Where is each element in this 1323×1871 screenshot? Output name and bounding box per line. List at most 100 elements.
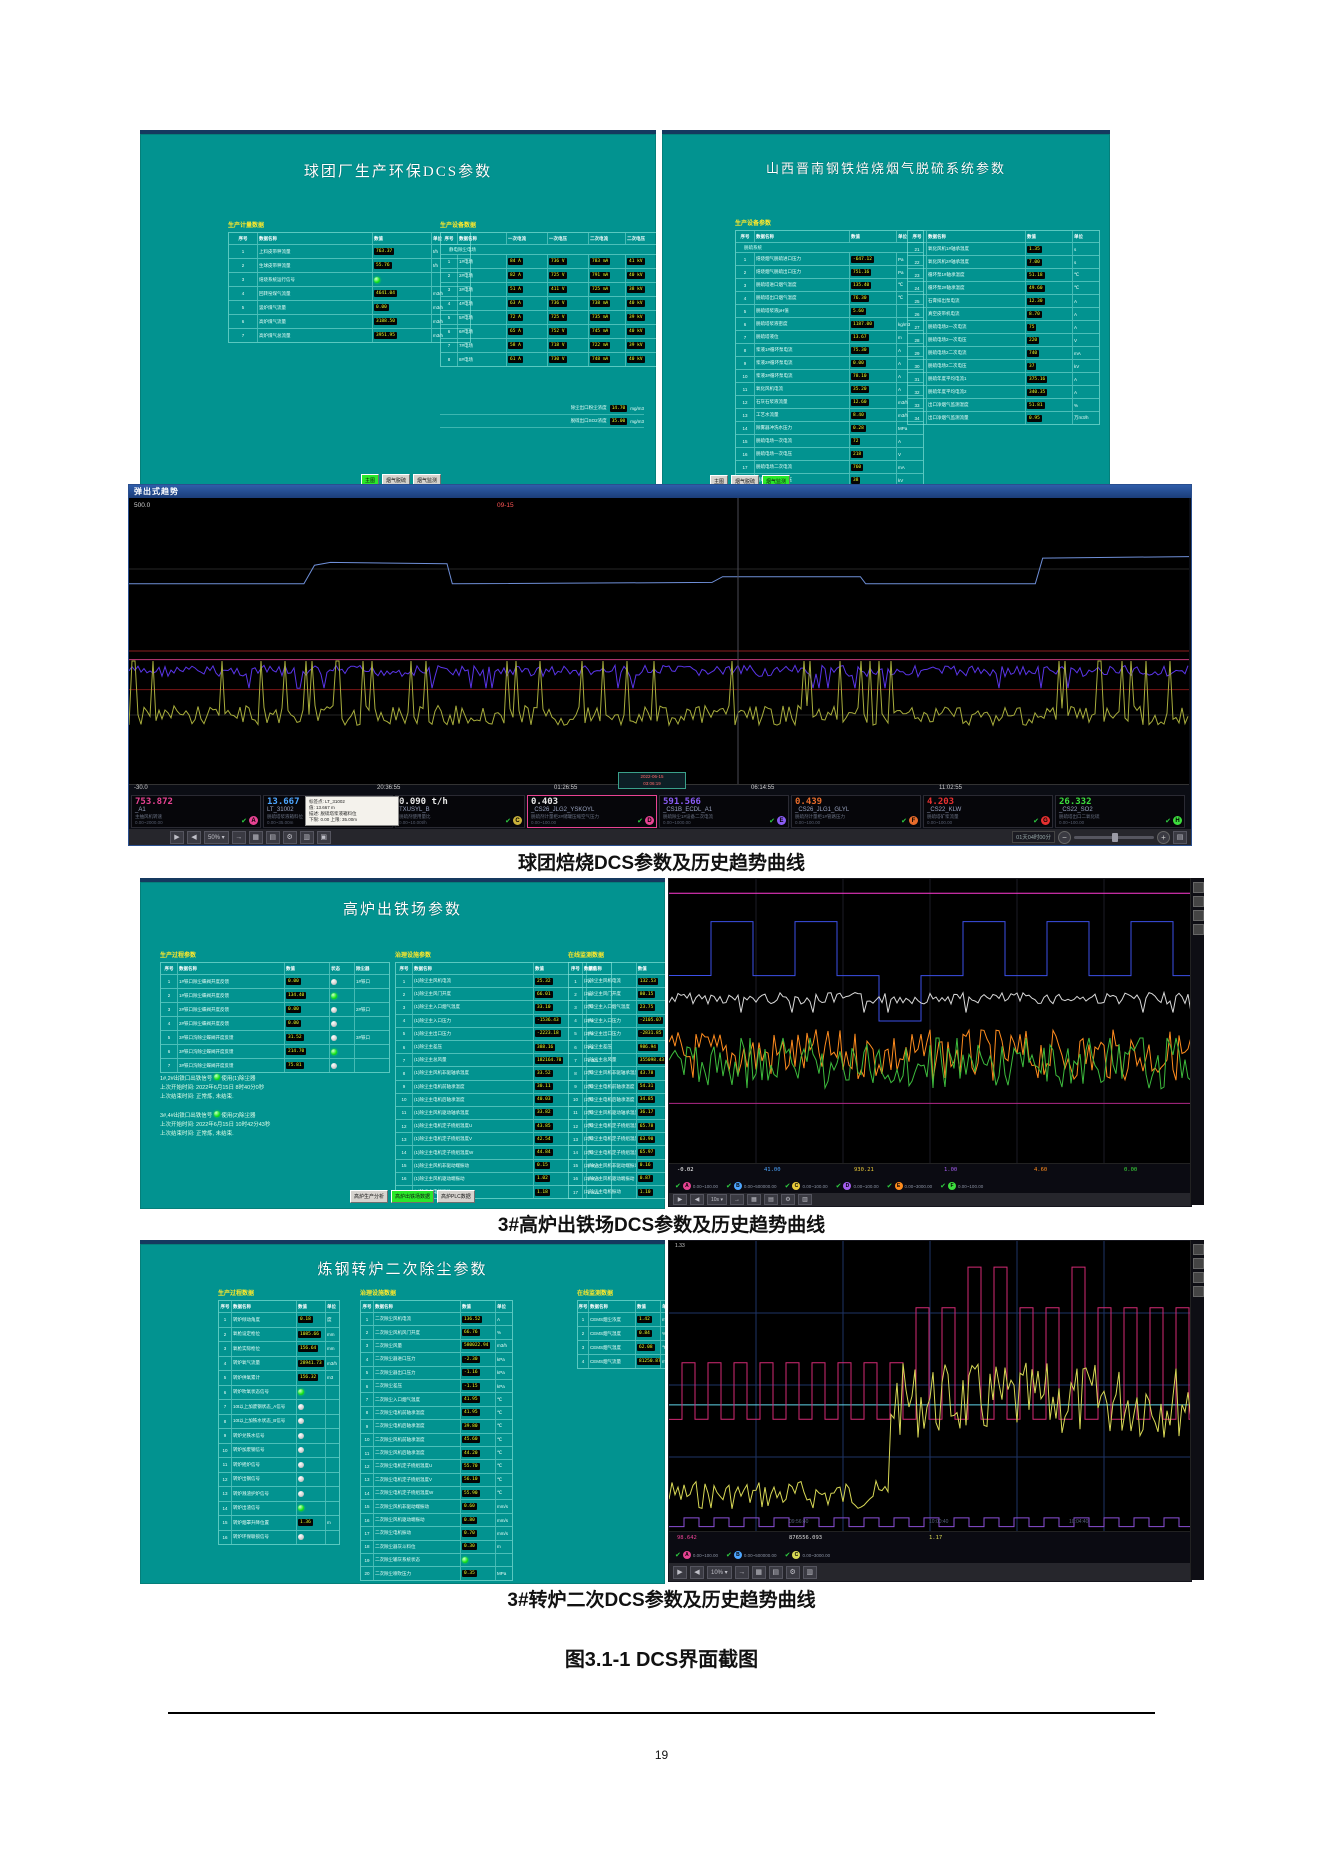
pen-readout[interactable]: 753.872 _A1 主抽风机转速 0.00~2000.00 ✔ A <box>131 795 261 828</box>
scroll-icon[interactable] <box>1193 910 1204 921</box>
list-icon[interactable]: ▤ <box>265 830 280 844</box>
side-scrollbar[interactable] <box>1190 1240 1204 1580</box>
value-chip: 55.70 <box>462 1462 480 1470</box>
pen-readout[interactable]: 0.090 t/h TXUSYL_B 脱硫剂使用量比 0.00~10.00t/h ✔ C <box>395 795 525 828</box>
pen-chip[interactable]: ✔ C 0.00~3000.00 <box>784 1551 831 1559</box>
forward-icon[interactable]: → <box>729 1194 744 1205</box>
pen-readout[interactable]: 26.332 _CS22_SO2 脱硫塔出口二氧化硫 0.00~100.00 ✔ H <box>1055 795 1185 828</box>
pen-readout[interactable]: 4.203 _CS22_KLW 脱硫塔矿浆流量 0.00~100.00 ✔ G <box>923 795 1053 828</box>
table-row: 9 转炉兑铁水信号 <box>219 1429 339 1444</box>
table-row: 27 脱硫电场2一次电流 75 A <box>908 321 1099 334</box>
table-row: 3 2#铁口除尘蝶阀开度反馈 0.00 2#铁口 <box>161 1003 389 1017</box>
table-row: 28 脱硫电场2一次电压 220 V <box>908 334 1099 347</box>
scroll-icon[interactable] <box>1193 1258 1204 1269</box>
pen-readout[interactable]: 0.403 _CS26_JLG2_YSKOYL 脱硫剂计量柜2#储罐压缩空气压力 0.… <box>527 795 657 828</box>
table-row: 6 3#铁口沟除尘蝶阀开度反馈 214.70 <box>161 1045 389 1059</box>
table-row: 29 脱硫电场2二次电流 740 mA <box>908 347 1099 360</box>
value-chip: 0.30 <box>462 1543 477 1551</box>
window-title-bar[interactable]: 弹出式趋势 <box>129 485 1191 498</box>
time-slider[interactable] <box>1074 832 1154 842</box>
value-chip: 51 A <box>508 286 523 293</box>
pen-readout[interactable]: 0.439 _CS26_JLG1_GLYL 脱硫剂计量柜1#管路压力 0.00~100… <box>791 795 921 828</box>
window-icon[interactable]: ▣ <box>316 830 331 844</box>
pen-readout[interactable]: 591.566 _CS1B_ECDL_A1 脱硫除尘1#设备二次电流 0.00~100… <box>659 795 789 828</box>
bf-nav-buttons: 高炉生产分析 高炉出铁场数据 高炉PLC数据 <box>350 1190 475 1203</box>
list-icon[interactable]: ▤ <box>768 1565 783 1579</box>
pen-chip[interactable]: ✔ E 0.00~3000.00 <box>886 1182 933 1190</box>
table-row: 序号数据名称数值单位 <box>219 1301 339 1313</box>
scroll-icon[interactable] <box>1193 1272 1204 1283</box>
pen-chip[interactable]: ✔ B 0.00~500000.00 <box>726 1182 777 1190</box>
grid-icon[interactable]: ▦ <box>746 1194 761 1205</box>
pen-chip[interactable]: ✔ C 0.00~100.00 <box>784 1182 828 1190</box>
table-row: 脱硫出口SO2浓度 35.00 mg/m3 <box>440 415 644 428</box>
value-chip: 1187.00 <box>851 320 874 328</box>
pen-chip[interactable]: ✔ A 0.00~100.00 <box>675 1182 719 1190</box>
value-chip: 0.00 <box>374 304 389 311</box>
time-span-chip[interactable]: 01天04时00分 <box>1012 831 1055 843</box>
export-icon[interactable]: ▤ <box>1173 830 1187 844</box>
slider-thumb[interactable] <box>1112 832 1118 842</box>
value-chip: 81250.87 <box>637 1358 661 1365</box>
pen-badge: F <box>948 1182 957 1190</box>
nav-button[interactable]: 高炉出铁场数据 <box>391 1190 435 1203</box>
pen-chip[interactable]: ✔ A 0.00~100.00 <box>675 1551 719 1559</box>
pen-chip[interactable]: ✔ D 0.00~100.00 <box>835 1182 879 1190</box>
pellet-extra-rows: 除尘出口粉尘浓度 14.70 mg/m3 脱硫出口SO2浓度 35.00 mg/m3 <box>440 402 644 428</box>
gear-icon[interactable]: ⚙ <box>785 1565 800 1579</box>
value-chip: 1.36 <box>298 1519 313 1527</box>
side-scrollbar[interactable] <box>1190 878 1204 1205</box>
section-label: 生产过程参数 <box>160 953 197 959</box>
scroll-icon[interactable] <box>1193 896 1204 907</box>
nav-button[interactable]: 高炉生产分析 <box>350 1190 389 1203</box>
dcs-screen-converter: 炼钢转炉二次除尘参数 生产过程数据 序号 数据名称 数值 单位 1 转炉倾动角度 0.18 度… <box>140 1240 665 1584</box>
panel-icon[interactable]: ▥ <box>797 1194 812 1205</box>
section-label: 在线监测数据 <box>568 953 605 959</box>
gear-icon[interactable]: ⚙ <box>282 830 297 844</box>
forward-icon[interactable]: → <box>231 830 246 844</box>
table-row: 7 脱硫塔液位 13.67 m <box>736 331 923 344</box>
grid-icon[interactable]: ▦ <box>248 830 263 844</box>
nav-button[interactable]: 高炉PLC数据 <box>437 1190 475 1203</box>
value-chip: 3951.95 <box>374 332 397 339</box>
zoom-select[interactable]: 10% ▾ <box>707 1565 732 1579</box>
status-indicator <box>298 1432 304 1439</box>
value-chip: 1.10 <box>637 1188 653 1196</box>
panel-icon[interactable]: ▥ <box>802 1565 817 1579</box>
back-icon[interactable]: ◀ <box>690 1565 704 1579</box>
list-icon[interactable]: ▤ <box>763 1194 778 1205</box>
play-icon[interactable]: ▶ <box>673 1194 687 1205</box>
value-chip: 0.35 <box>462 1570 477 1578</box>
value-chip: 136.52 <box>462 1315 483 1323</box>
section-label: 生产计量数据 <box>228 223 265 229</box>
panel-icon[interactable]: ▥ <box>299 830 314 844</box>
pen-badge: B <box>733 1551 742 1559</box>
play-icon[interactable]: ▶ <box>170 830 184 844</box>
table-row: 1 1#电场 84 A 736 V 783 mA 41 kV <box>441 255 656 269</box>
value-chip: 49.60 <box>1027 284 1045 292</box>
table-row: 1 转炉倾动角度 0.18 度 <box>219 1313 339 1328</box>
pen-badge: C <box>792 1182 801 1190</box>
scroll-icon[interactable] <box>1193 882 1204 893</box>
back-icon[interactable]: ◀ <box>690 1194 704 1205</box>
scroll-icon[interactable] <box>1193 1244 1204 1255</box>
zoom-in-icon[interactable]: + <box>1157 830 1170 844</box>
play-icon[interactable]: ▶ <box>673 1565 687 1579</box>
zoom-select[interactable]: 50% ▾ <box>204 830 229 844</box>
pen-chip[interactable]: ✔ F 0.00~100.00 <box>940 1182 984 1190</box>
grid-icon[interactable]: ▦ <box>751 1565 766 1579</box>
zoom-select[interactable]: 10s ▾ <box>707 1194 727 1205</box>
back-icon[interactable]: ◀ <box>187 830 201 844</box>
value-chip: 220 <box>1027 336 1040 344</box>
pen-chip[interactable]: ✔ B 0.00~500000.00 <box>726 1551 777 1559</box>
zoom-out-icon[interactable]: − <box>1058 830 1071 844</box>
scroll-icon[interactable] <box>1193 1286 1204 1297</box>
forward-icon[interactable]: → <box>734 1565 749 1579</box>
table-row: 32 脱硫年度平均电流2 340.35 A <box>908 386 1099 399</box>
status-indicator <box>298 1490 304 1497</box>
tag-value: 0.00 <box>1124 1167 1138 1173</box>
gear-icon[interactable]: ⚙ <box>780 1194 795 1205</box>
scroll-icon[interactable] <box>1193 924 1204 935</box>
table-row: 2 氧枪设定枪位 1085.66 mm <box>219 1327 339 1342</box>
pen-badge: E <box>777 816 786 825</box>
